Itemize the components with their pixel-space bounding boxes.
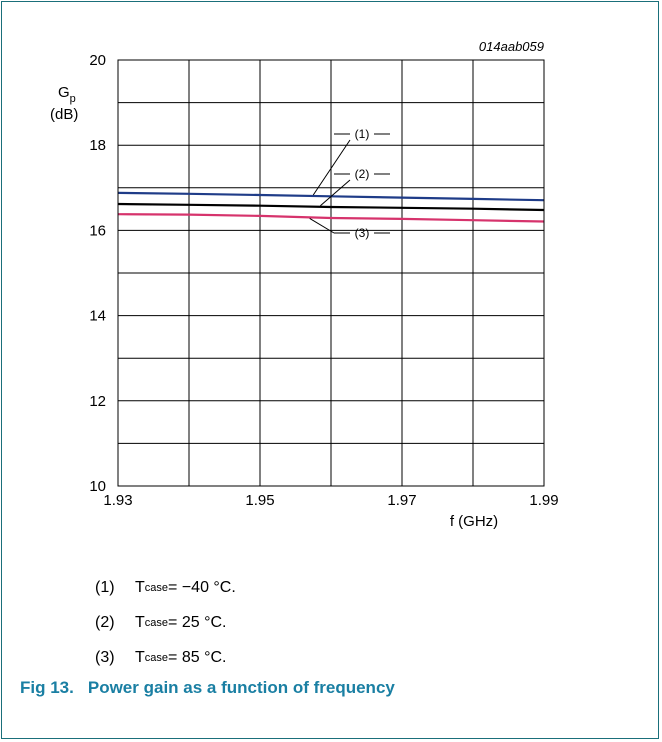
legend-subscript: case xyxy=(144,581,169,594)
series-lines xyxy=(117,191,545,223)
x-tick-label: 1.95 xyxy=(245,492,274,509)
y-tick-label: 16 xyxy=(89,222,106,239)
callout-leader xyxy=(309,217,335,234)
legend-text: = 85 °C. xyxy=(168,648,227,666)
series-callouts: (1) (2) (3) xyxy=(309,127,390,240)
legend-text: = −40 °C. xyxy=(168,578,236,596)
y-tick-label: 14 xyxy=(89,308,106,325)
legend-number: (1) xyxy=(95,578,115,596)
series-callout-label: (1) xyxy=(355,127,370,141)
callout-leader xyxy=(320,179,351,207)
callout-leader xyxy=(312,139,351,196)
plot-border xyxy=(117,59,545,487)
y-tick-label: 12 xyxy=(89,393,106,410)
x-tick-label: 1.97 xyxy=(387,492,416,509)
legend-subscript: case xyxy=(144,616,169,629)
y-tick-label: 18 xyxy=(89,137,106,154)
legend-subscript: case xyxy=(144,651,169,664)
y-axis-unit: (dB) xyxy=(50,106,78,123)
legend-number: (2) xyxy=(95,613,115,631)
x-tick-labels: 1.93 1.95 1.97 1.99 xyxy=(103,492,558,509)
grid xyxy=(118,60,544,486)
y-tick-labels: 10 12 14 16 18 20 xyxy=(89,52,106,495)
y-tick-label: 20 xyxy=(89,52,106,69)
legend-symbol: T xyxy=(135,578,145,596)
x-tick-label: 1.99 xyxy=(529,492,558,509)
legend-number: (3) xyxy=(95,648,115,666)
series-callout-label: (2) xyxy=(355,167,370,181)
series-line-3 xyxy=(117,213,545,223)
figure-id: 014aab059 xyxy=(479,39,544,54)
figure-caption: Fig 13. Power gain as a function of frequ… xyxy=(20,678,395,698)
series-line-2 xyxy=(117,202,545,212)
x-axis-label: f (GHz) xyxy=(450,513,498,530)
caption-text: Power gain as a function of frequency xyxy=(87,678,395,697)
legend-symbol: T xyxy=(135,648,145,666)
y-axis-label: Gp xyxy=(58,84,76,105)
legend-text: = 25 °C. xyxy=(168,613,227,631)
x-tick-label: 1.93 xyxy=(103,492,132,509)
caption-number: Fig 13. xyxy=(20,678,74,697)
legend-symbol: T xyxy=(135,613,145,631)
y-tick-label: 10 xyxy=(89,478,106,495)
series-callout-label: (3) xyxy=(355,226,370,240)
